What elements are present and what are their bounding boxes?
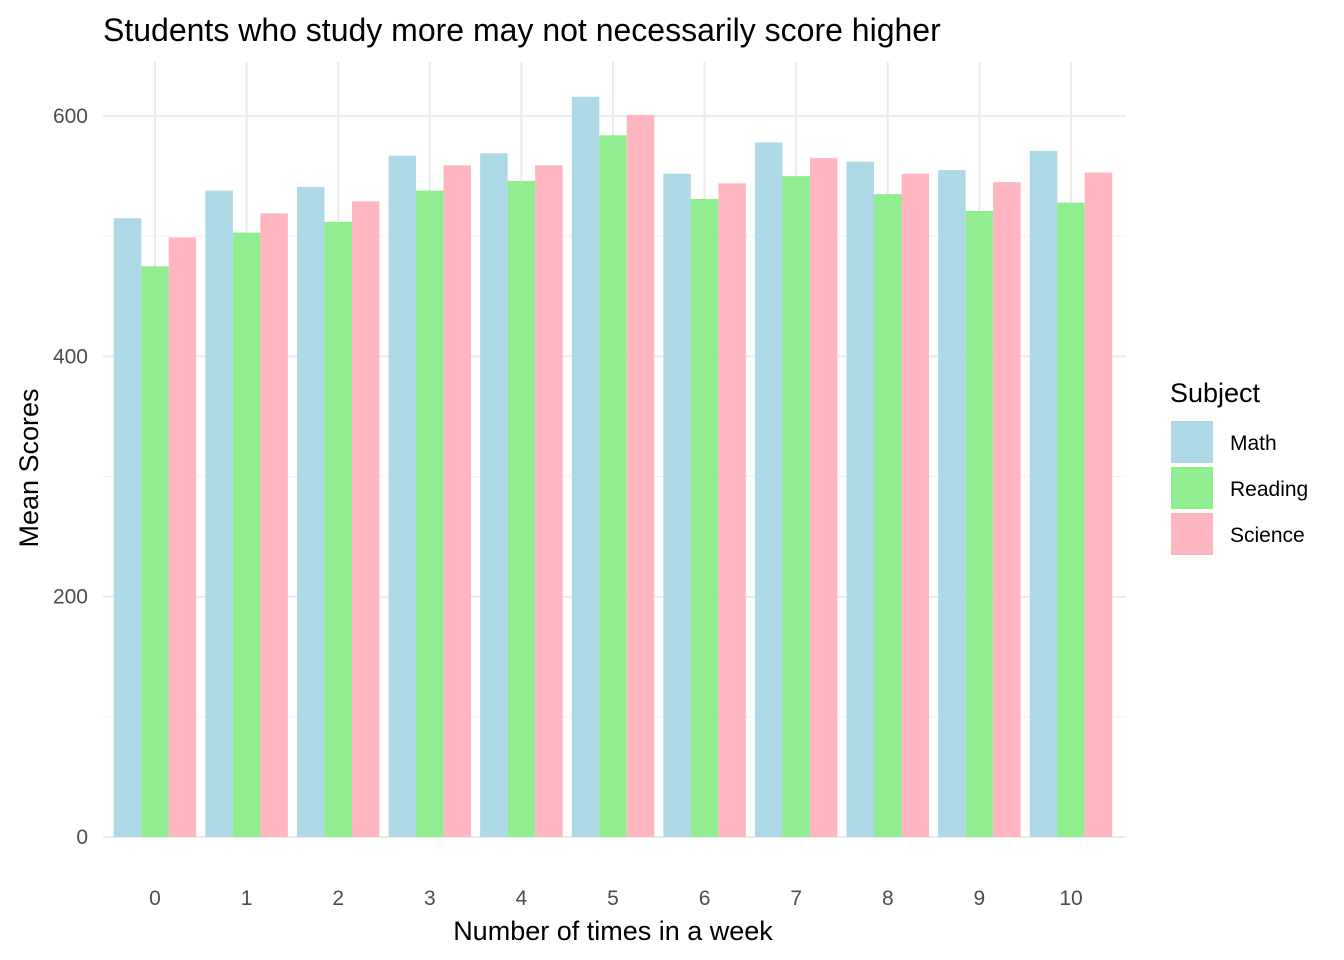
- legend-title: Subject: [1170, 378, 1261, 408]
- x-tick-label: 2: [332, 887, 344, 910]
- bar-reading-0: [141, 266, 169, 838]
- bar-reading-2: [324, 221, 352, 837]
- bar-science-2: [351, 201, 380, 837]
- y-tick-label: 400: [53, 345, 88, 368]
- bar-reading-8: [874, 194, 902, 838]
- bar-math-9: [938, 170, 966, 838]
- bar-math-8: [846, 161, 875, 837]
- bar-math-0: [113, 218, 142, 838]
- bar-science-4: [535, 165, 563, 838]
- bar-science-10: [1084, 172, 1113, 838]
- bars-layer: [113, 96, 1113, 838]
- legend-key-reading: [1171, 467, 1213, 509]
- bar-reading-3: [416, 190, 444, 837]
- x-tick-label: 8: [882, 887, 894, 910]
- x-axis-ticks: 0 1 2 3 4 5 6 7 8 9 10: [149, 887, 1083, 910]
- bar-science-6: [718, 183, 746, 838]
- y-tick-label: 200: [53, 586, 88, 609]
- bar-reading-1: [232, 232, 261, 838]
- legend-label-reading: Reading: [1230, 478, 1308, 501]
- bar-science-8: [901, 173, 930, 837]
- x-tick-label: 4: [516, 887, 528, 910]
- legend-key-science: [1171, 513, 1213, 555]
- x-tick-label: 6: [699, 887, 711, 910]
- bar-science-5: [626, 114, 655, 837]
- bar-science-7: [809, 158, 838, 837]
- bar-reading-5: [599, 135, 627, 838]
- y-tick-label: 0: [76, 826, 88, 849]
- bar-math-4: [480, 153, 508, 838]
- x-axis-title: Number of times in a week: [453, 916, 773, 946]
- x-tick-label: 0: [149, 887, 161, 910]
- x-tick-label: 3: [424, 887, 436, 910]
- y-tick-label: 600: [53, 105, 88, 128]
- y-axis-ticks: 0 200 400 600: [53, 105, 88, 849]
- x-tick-label: 1: [241, 887, 253, 910]
- y-axis-title: Mean Scores: [14, 388, 44, 547]
- bar-reading-7: [782, 176, 810, 838]
- chart-title: Students who study more may not necessar…: [103, 12, 941, 48]
- bar-science-3: [443, 165, 472, 838]
- x-tick-label: 9: [974, 887, 986, 910]
- bar-reading-6: [690, 198, 719, 837]
- bar-math-1: [205, 190, 233, 837]
- bar-reading-4: [507, 180, 536, 837]
- bar-math-2: [296, 186, 325, 837]
- bar-math-6: [663, 173, 691, 837]
- bar-reading-10: [1057, 202, 1085, 837]
- bar-science-0: [168, 237, 197, 837]
- legend-label-math: Math: [1230, 432, 1277, 455]
- bar-math-3: [388, 155, 417, 837]
- legend: Subject Math Reading Science: [1170, 378, 1308, 555]
- legend-label-science: Science: [1230, 524, 1305, 547]
- bar-science-9: [993, 182, 1021, 838]
- bar-math-5: [571, 96, 600, 837]
- x-tick-label: 5: [607, 887, 619, 910]
- bar-science-1: [260, 213, 288, 837]
- x-tick-label: 10: [1059, 887, 1082, 910]
- bar-math-7: [754, 142, 783, 837]
- x-tick-label: 7: [790, 887, 802, 910]
- legend-items: Math Reading Science: [1171, 421, 1308, 555]
- legend-key-math: [1171, 421, 1213, 463]
- bar-math-10: [1029, 150, 1058, 837]
- bar-reading-9: [965, 210, 994, 837]
